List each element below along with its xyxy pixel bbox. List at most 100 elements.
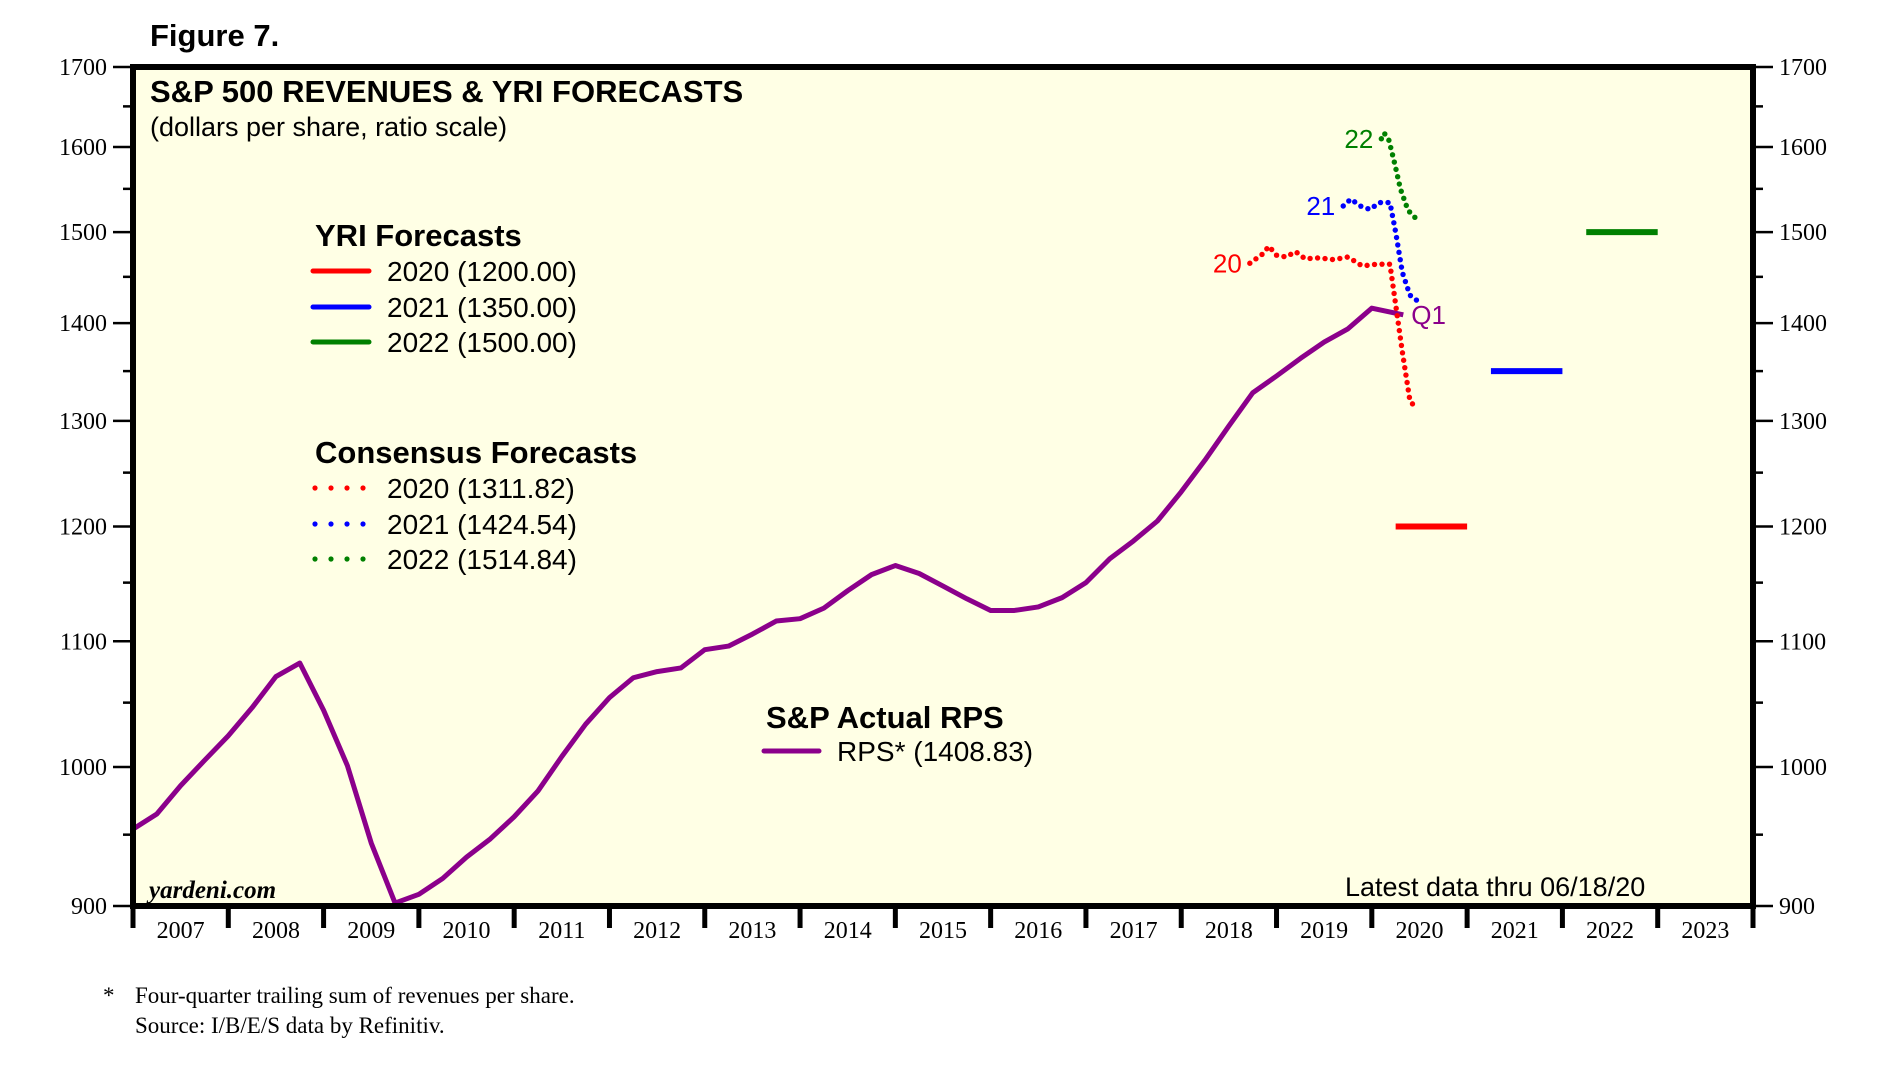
dot-consensus-2021 — [1407, 292, 1414, 299]
dot-consensus-2021 — [1392, 227, 1398, 233]
y-axis-right: 900 1000 1100 1200 1300 1400 1500 1600 1700 — [1753, 55, 1827, 920]
legend-yri-heading: YRI Forecasts — [315, 218, 522, 253]
dot-consensus-2020 — [1403, 372, 1409, 378]
legend-label-yri-2021: 2021 (1350.00) — [387, 292, 577, 323]
series-layer: Q1 20 21 22 — [131, 124, 1658, 906]
dot-consensus-2020 — [1399, 350, 1406, 356]
dot-consensus-2022 — [1406, 209, 1413, 215]
y-tick-label-left: 1600 — [59, 135, 107, 161]
y-axis-left: 900 1000 1100 1200 1300 1400 1500 1600 1700 — [59, 55, 133, 920]
legend-label-yri-2022: 2022 (1500.00) — [387, 327, 577, 358]
legend-swatch-consensus-2022 — [312, 556, 366, 562]
legend-dot — [312, 485, 318, 491]
y-tick-label-left: 1200 — [59, 514, 107, 540]
legend-swatch-consensus-2020 — [312, 485, 366, 491]
legend-dot — [344, 521, 350, 527]
chart-title: S&P 500 REVENUES & YRI FORECASTS — [150, 74, 743, 109]
dot-consensus-2020 — [1391, 290, 1397, 297]
dot-consensus-2021 — [1398, 264, 1405, 270]
y-tick-label-right: 1700 — [1779, 55, 1827, 81]
watermark: yardeni.com — [146, 877, 276, 904]
y-tick-label-left: 1700 — [59, 55, 107, 81]
x-tick-label: 2017 — [1110, 918, 1158, 944]
dot-consensus-2021 — [1371, 203, 1377, 210]
dot-consensus-2022 — [1388, 144, 1394, 151]
dot-consensus-2021 — [1402, 278, 1409, 285]
footnote-line-2: Source: I/B/E/S data by Refinitiv. — [135, 1013, 445, 1038]
y-tick-label-left: 1000 — [59, 755, 107, 781]
dot-consensus-2020 — [1409, 401, 1416, 407]
legend-actual-heading: S&P Actual RPS — [766, 700, 1004, 735]
x-tick-label: 2011 — [538, 918, 585, 944]
dot-consensus-2021 — [1358, 203, 1364, 209]
x-axis: 2007 2008 2009 2010 2011 2012 2013 2014 2015 2016… — [130, 906, 1756, 944]
dot-consensus-2020 — [1398, 342, 1405, 349]
y-tick-label-left: 1300 — [59, 409, 107, 435]
legend-dot — [344, 485, 350, 491]
dot-consensus-2020 — [1406, 394, 1413, 401]
dot-consensus-2020 — [1281, 253, 1287, 260]
legend-label-rps: RPS* (1408.83) — [837, 736, 1033, 767]
annotation-consensus-2022: 22 — [1344, 124, 1373, 154]
dot-consensus-2020 — [1294, 250, 1300, 256]
chart-subtitle: (dollars per share, ratio scale) — [150, 112, 507, 142]
y-tick-label-right: 1500 — [1779, 220, 1827, 246]
x-tick-label: 2007 — [157, 918, 205, 944]
x-tick-label: 2014 — [824, 918, 872, 944]
annotation-consensus-2020: 20 — [1213, 248, 1242, 278]
legend-yri: YRI Forecasts 2020 (1200.00) 2021 (1350.… — [310, 218, 577, 358]
series-line-rps — [131, 305, 1404, 906]
dot-consensus-2020 — [1314, 255, 1321, 261]
dot-consensus-2022 — [1412, 214, 1418, 221]
dot-consensus-2022 — [1382, 131, 1388, 137]
dot-consensus-2020 — [1337, 255, 1343, 262]
x-tick-label: 2021 — [1491, 918, 1539, 944]
dot-consensus-2021 — [1396, 249, 1402, 256]
x-tick-label: 2023 — [1681, 918, 1729, 944]
legend-dot — [328, 485, 334, 491]
dot-consensus-2020 — [1288, 251, 1294, 258]
dot-consensus-2020 — [1393, 305, 1399, 311]
x-tick-label: 2016 — [1014, 918, 1062, 944]
y-tick-label-left: 900 — [71, 894, 107, 920]
y-tick-label-right: 1600 — [1779, 135, 1827, 161]
legend-label-yri-2020: 2020 (1200.00) — [387, 256, 577, 287]
legend-label-consensus-2021: 2021 (1424.54) — [387, 509, 577, 540]
dot-consensus-2021 — [1400, 271, 1406, 278]
dot-consensus-2020 — [1329, 256, 1336, 263]
legend-dot — [360, 485, 366, 491]
dot-consensus-2020 — [1405, 387, 1411, 393]
dot-consensus-2020 — [1259, 251, 1265, 258]
dot-consensus-2020 — [1388, 268, 1394, 274]
legend-consensus-heading: Consensus Forecasts — [315, 435, 637, 470]
dot-consensus-2020 — [1379, 261, 1385, 267]
dot-consensus-2020 — [1390, 283, 1396, 289]
dot-consensus-2022 — [1398, 188, 1404, 194]
x-tick-label: 2015 — [919, 918, 967, 944]
y-tick-label-left: 1400 — [59, 311, 107, 337]
dot-consensus-2021 — [1413, 297, 1420, 303]
dot-consensus-2020 — [1307, 255, 1313, 262]
x-tick-label: 2013 — [728, 918, 776, 944]
plot-area — [133, 67, 1753, 906]
legend-dot — [360, 556, 366, 562]
x-tick-label: 2019 — [1300, 918, 1348, 944]
dot-consensus-2020 — [1357, 261, 1363, 268]
dot-consensus-2022 — [1378, 136, 1385, 142]
dot-consensus-2021 — [1385, 199, 1391, 206]
legend-dot — [360, 521, 366, 527]
legend-dot — [312, 556, 318, 562]
plot-border — [130, 64, 1756, 909]
dot-consensus-2021 — [1377, 199, 1384, 206]
x-tick-label: 2009 — [347, 918, 395, 944]
dot-consensus-2021 — [1391, 220, 1397, 226]
footnote-asterisk: * — [103, 983, 115, 1008]
dot-consensus-2021 — [1397, 257, 1403, 263]
footnote-line-1: Four-quarter trailing sum of revenues pe… — [135, 983, 575, 1008]
dot-consensus-2021 — [1405, 285, 1411, 292]
dot-consensus-2020 — [1247, 260, 1253, 266]
dot-consensus-2020 — [1300, 254, 1306, 260]
dot-consensus-2020 — [1402, 364, 1408, 371]
dot-consensus-2020 — [1264, 246, 1270, 252]
legend-actual: S&P Actual RPS RPS* (1408.83) — [761, 700, 1033, 767]
